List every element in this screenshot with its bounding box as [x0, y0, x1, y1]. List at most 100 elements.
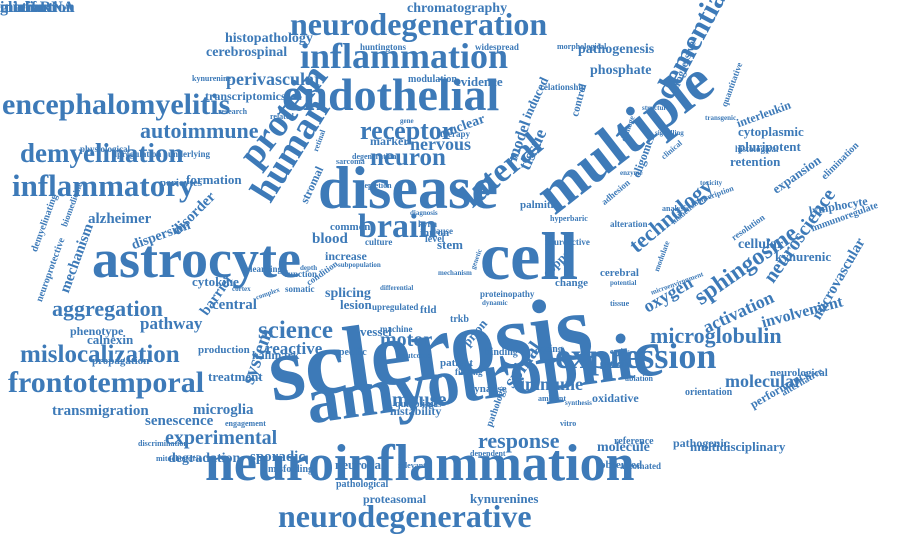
word-lesion: lesion	[340, 297, 372, 312]
word-increase: increase	[325, 249, 367, 263]
word-neuroinflammation: neuroinflammation	[205, 435, 635, 492]
word-related: related	[270, 112, 294, 121]
word-glial: glial	[0, 0, 30, 16]
word-neurodegenerative: neurodegenerative	[278, 498, 532, 534]
word-hyperbaric: hyperbaric	[550, 214, 588, 223]
word-discrimination: discrimination	[138, 439, 188, 448]
word-evidence: evidence	[455, 74, 503, 89]
word-cell: cell	[480, 218, 579, 294]
word-trkb: trkb	[450, 314, 469, 325]
word-neuronal: neuronal	[335, 457, 385, 472]
word-alteration: alteration	[610, 219, 648, 229]
word-oxidative: oxidative	[592, 391, 639, 405]
word-cerebrospinal: cerebrospinal	[206, 45, 288, 60]
word-observed: observed	[600, 459, 643, 471]
word-gene: gene	[400, 117, 414, 125]
word-toxicity: toxicity	[700, 179, 723, 187]
word-underlying: underlying	[168, 149, 211, 159]
word-ambient: ambient	[538, 394, 566, 403]
word-reference: reference	[614, 436, 654, 447]
word-elimination: elimination	[819, 140, 862, 183]
word-relationship: relationship	[540, 82, 586, 92]
word-pathogenic: pathogenic	[673, 436, 730, 450]
word-cytoplasmic: cytoplasmic	[738, 124, 804, 139]
word-entity: entity	[610, 347, 630, 356]
word-cytokine: cytokine	[192, 274, 239, 289]
word-research: research	[218, 107, 248, 116]
word-response: response	[478, 428, 560, 453]
word-endothelial: endothelial	[282, 69, 500, 120]
word-calnexin: calnexin	[87, 332, 134, 347]
word-palmitic: palmitic	[520, 199, 559, 211]
word-mouse: mouse	[392, 389, 447, 411]
word-inflammatory: inflammatory	[12, 168, 195, 203]
word-science: science	[258, 317, 333, 344]
word-technology: technology	[623, 173, 718, 258]
word-molecular: molecular	[725, 371, 802, 391]
word-neuron: neuron	[370, 144, 446, 171]
word-treatment: treatment	[208, 369, 263, 384]
word-differential: differential	[380, 284, 414, 292]
word-cgas: cgas	[425, 399, 442, 409]
word-synthesis: synthesis	[565, 399, 592, 407]
word-histological: histological	[735, 144, 779, 154]
word-medium: medium	[0, 0, 56, 16]
word-aggregation: aggregation	[52, 296, 163, 321]
word-upregulated: upregulated	[372, 302, 419, 312]
word-retention: retention	[730, 154, 781, 169]
word-stem: stem	[437, 237, 463, 252]
word-pathogenesis: pathogenesis	[578, 42, 655, 57]
word-machine: machine	[380, 324, 413, 334]
word-receptor: receptor	[360, 116, 454, 145]
word-transcriptomics: transcriptomics	[205, 89, 286, 103]
word-brain: brain	[358, 208, 438, 245]
word-widespread: widespread	[475, 42, 519, 52]
word-kynurenine: kynurenine	[192, 74, 231, 83]
word-microRNA: microRNA	[0, 0, 75, 16]
word-subpopulation: subpopulation	[338, 261, 381, 269]
word-culture: culture	[365, 237, 393, 247]
word-central: central	[212, 297, 257, 313]
word-cause: cause	[432, 226, 453, 236]
word-immune: immune	[520, 374, 583, 394]
word-multidisciplinary: multidisciplinary	[690, 439, 786, 454]
word-automated: automated	[620, 461, 661, 471]
word-kyna: kyna	[418, 219, 438, 229]
word-intron: intron	[420, 227, 450, 239]
word-vitro: vitro	[560, 419, 577, 428]
word-motor: motor	[380, 329, 433, 351]
word-relevant: relevant	[398, 461, 426, 470]
word-quantitative: quantitative	[719, 60, 745, 109]
word-ftld: ftld	[420, 304, 437, 316]
word-neurodegeneration: neurodegeneration	[290, 6, 548, 42]
word-depth: depth	[300, 264, 318, 272]
word-transmigration: transmigration	[52, 403, 149, 419]
word-proteasomal: proteasomal	[363, 492, 427, 506]
word-learning: learning	[250, 264, 283, 274]
word-instability: instability	[390, 404, 442, 418]
word-dynamic: dynamic	[482, 299, 508, 307]
word-chromatography: chromatography	[407, 1, 508, 16]
word-signalling: signalling	[655, 129, 684, 137]
word-therapy: therapy	[440, 129, 470, 139]
word-interaction: interaction	[0, 0, 75, 16]
word-pathological: pathological	[336, 479, 389, 490]
word-potential: potential	[610, 279, 637, 287]
word-tissue-small: tissue	[610, 299, 630, 308]
word-pluripotent: pluripotent	[738, 139, 801, 154]
word-mitochondria: mitochondria	[156, 454, 203, 463]
word-orientation: orientation	[685, 387, 733, 398]
word-nervous: nervous	[410, 134, 472, 154]
word-synapse: synapse	[470, 383, 507, 395]
word-diagnosis: diagnosis	[410, 209, 438, 217]
word-kynurenines: kynurenines	[470, 491, 539, 506]
word-senescence: senescence	[145, 413, 214, 429]
word-binding: binding	[485, 347, 518, 358]
word-pericytes: pericytes	[160, 177, 203, 189]
word-finding: finding	[455, 367, 483, 377]
word-histopathology: histopathology	[225, 31, 313, 46]
word-depletion: depletion	[360, 181, 392, 190]
word-cortex: cortex	[232, 285, 251, 293]
word-demyelination: demyelination	[20, 138, 184, 168]
word-morphological: morphological	[557, 42, 607, 51]
